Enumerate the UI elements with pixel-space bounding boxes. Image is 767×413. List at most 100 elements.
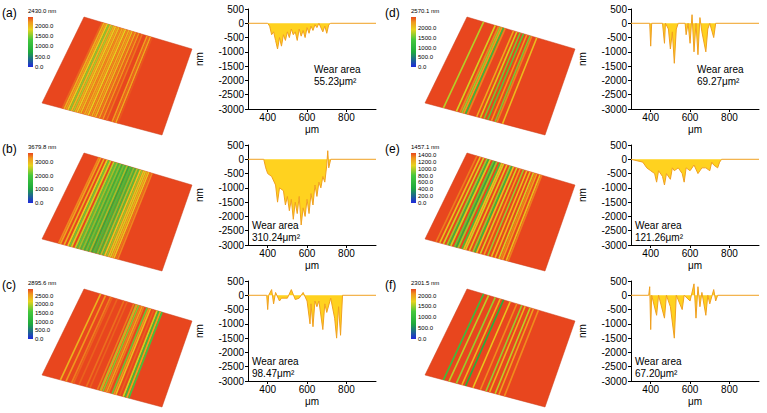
svg-text:Wear area: Wear area	[635, 220, 682, 231]
svg-text:200.0: 200.0	[418, 193, 434, 199]
svg-text:2430.0 nm: 2430.0 nm	[28, 8, 56, 14]
svg-text:1500.0: 1500.0	[418, 35, 437, 41]
svg-text:500.0: 500.0	[35, 54, 51, 60]
svg-text:400: 400	[259, 384, 276, 395]
svg-text:1000.0: 1000.0	[418, 166, 437, 172]
svg-text:600.0: 600.0	[418, 179, 434, 185]
svg-text:310.24μm²: 310.24μm²	[252, 232, 301, 243]
svg-text:1500.0: 1500.0	[35, 310, 54, 316]
svg-text:Wear area: Wear area	[252, 220, 299, 231]
svg-text:1200.0: 1200.0	[418, 159, 437, 165]
svg-text:(a): (a)	[2, 6, 17, 20]
svg-text:98.47μm²: 98.47μm²	[252, 368, 295, 379]
svg-text:Wear area: Wear area	[252, 356, 299, 367]
svg-text:600: 600	[299, 384, 316, 395]
svg-text:-500: -500	[224, 304, 244, 315]
svg-text:600: 600	[682, 112, 699, 123]
svg-text:-1000: -1000	[218, 182, 244, 193]
svg-text:(e): (e)	[385, 142, 400, 156]
svg-text:2301.5 nm: 2301.5 nm	[411, 280, 439, 286]
svg-text:800: 800	[338, 248, 355, 259]
svg-text:(b): (b)	[2, 142, 17, 156]
svg-text:500.0: 500.0	[418, 54, 434, 60]
svg-text:55.23μm²: 55.23μm²	[314, 76, 357, 87]
svg-text:400: 400	[259, 248, 276, 259]
svg-text:-2500: -2500	[218, 361, 244, 372]
svg-text:(d): (d)	[385, 6, 400, 20]
svg-text:μm: μm	[688, 396, 702, 407]
svg-text:-1500: -1500	[601, 61, 627, 72]
svg-text:2000.0: 2000.0	[418, 293, 437, 299]
svg-text:-500: -500	[224, 168, 244, 179]
svg-text:2000.0: 2000.0	[35, 173, 54, 179]
svg-text:-500: -500	[607, 32, 627, 43]
svg-text:500: 500	[610, 140, 627, 151]
svg-text:67.20μm²: 67.20μm²	[635, 368, 678, 379]
svg-text:0: 0	[621, 290, 627, 301]
svg-text:-2000: -2000	[218, 347, 244, 358]
svg-text:1000.0: 1000.0	[35, 319, 54, 325]
svg-text:0.0: 0.0	[418, 64, 427, 70]
svg-text:-500: -500	[224, 32, 244, 43]
svg-text:-1000: -1000	[218, 318, 244, 329]
svg-text:-2500: -2500	[218, 89, 244, 100]
svg-text:400: 400	[642, 248, 659, 259]
svg-text:-3000: -3000	[601, 240, 627, 251]
svg-text:-1000: -1000	[218, 46, 244, 57]
svg-text:-1000: -1000	[601, 318, 627, 329]
svg-text:400: 400	[642, 112, 659, 123]
svg-text:-1000: -1000	[601, 182, 627, 193]
svg-text:0: 0	[621, 18, 627, 29]
svg-text:0: 0	[238, 290, 244, 301]
svg-text:(f): (f)	[385, 278, 396, 292]
svg-text:μm: μm	[688, 124, 702, 135]
svg-text:2000.0: 2000.0	[35, 23, 54, 29]
svg-text:600: 600	[299, 248, 316, 259]
svg-text:400: 400	[259, 112, 276, 123]
svg-text:2895.6 nm: 2895.6 nm	[28, 280, 56, 286]
svg-text:1000.0: 1000.0	[418, 45, 437, 51]
svg-text:500.0: 500.0	[35, 327, 51, 333]
svg-text:1457.1 nm: 1457.1 nm	[411, 144, 439, 150]
svg-text:-3000: -3000	[218, 376, 244, 387]
svg-text:500: 500	[227, 140, 244, 151]
svg-text:-2000: -2000	[601, 211, 627, 222]
svg-text:-1500: -1500	[218, 61, 244, 72]
svg-text:-3000: -3000	[601, 104, 627, 115]
svg-text:nm: nm	[577, 324, 588, 338]
svg-text:800: 800	[338, 384, 355, 395]
svg-text:500: 500	[610, 4, 627, 15]
svg-text:nm: nm	[194, 324, 205, 338]
svg-text:0: 0	[238, 154, 244, 165]
svg-text:-1500: -1500	[601, 333, 627, 344]
svg-text:3679.8 nm: 3679.8 nm	[28, 144, 56, 150]
svg-text:-2000: -2000	[601, 75, 627, 86]
svg-text:-1500: -1500	[218, 197, 244, 208]
svg-text:-500: -500	[607, 168, 627, 179]
svg-text:600: 600	[682, 248, 699, 259]
svg-text:μm: μm	[688, 260, 702, 271]
svg-text:800: 800	[721, 112, 738, 123]
svg-text:μm: μm	[305, 396, 319, 407]
svg-text:1000.0: 1000.0	[35, 43, 54, 49]
svg-text:400: 400	[642, 384, 659, 395]
svg-text:nm: nm	[194, 188, 205, 202]
svg-text:800.0: 800.0	[418, 173, 434, 179]
svg-text:-2500: -2500	[601, 225, 627, 236]
svg-text:1500.0: 1500.0	[418, 303, 437, 309]
svg-text:-1500: -1500	[218, 333, 244, 344]
svg-text:-3000: -3000	[218, 240, 244, 251]
svg-text:2000.0: 2000.0	[35, 301, 54, 307]
svg-text:121.26μm²: 121.26μm²	[635, 232, 684, 243]
svg-text:1000.0: 1000.0	[418, 314, 437, 320]
svg-text:1000.0: 1000.0	[35, 186, 54, 192]
svg-text:-1500: -1500	[601, 197, 627, 208]
svg-text:-3000: -3000	[218, 104, 244, 115]
svg-text:Wear area: Wear area	[635, 356, 682, 367]
svg-text:-2000: -2000	[601, 347, 627, 358]
svg-text:-2500: -2500	[601, 361, 627, 372]
svg-text:-3000: -3000	[601, 376, 627, 387]
svg-text:500: 500	[227, 276, 244, 287]
svg-text:800: 800	[721, 384, 738, 395]
svg-text:0.0: 0.0	[418, 200, 427, 206]
